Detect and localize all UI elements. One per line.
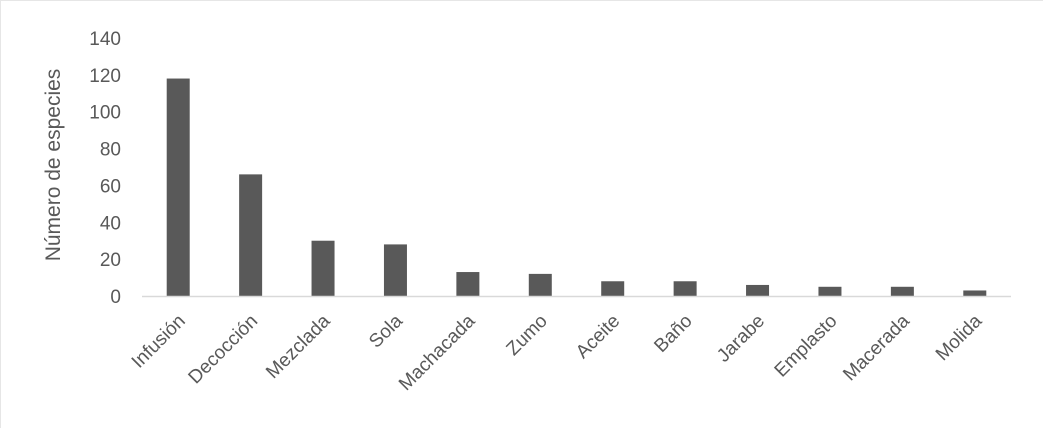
bar xyxy=(383,244,407,296)
x-category-label: Mezclada xyxy=(262,310,335,383)
y-tick-label: 100 xyxy=(89,103,121,124)
x-category-label: Zumo xyxy=(503,311,552,360)
bar xyxy=(166,78,190,297)
y-tick-label: 40 xyxy=(100,213,121,234)
bar xyxy=(890,286,914,296)
x-category-label: Macerada xyxy=(839,310,914,385)
x-category-label: Jarabe xyxy=(713,311,769,367)
x-category-label: Sola xyxy=(365,310,407,352)
y-tick-label: 140 xyxy=(89,29,121,50)
bar xyxy=(818,286,842,296)
y-tick-label: 20 xyxy=(100,250,121,271)
y-axis-title-group: Número de especies xyxy=(42,69,65,262)
bar xyxy=(746,284,770,296)
y-tick-label: 0 xyxy=(110,287,121,308)
y-tick-label: 80 xyxy=(100,140,121,161)
x-category-label: Machacada xyxy=(395,310,480,395)
bar xyxy=(311,240,335,296)
x-category-label: Decocción xyxy=(185,311,263,389)
x-category-label: Molida xyxy=(932,310,987,365)
bar xyxy=(963,290,987,296)
x-category-label: Aceite xyxy=(572,311,624,363)
bar xyxy=(239,174,263,296)
x-category-label: Emplasto xyxy=(771,311,842,382)
x-category-label: Infusión xyxy=(128,311,190,373)
bar xyxy=(673,281,697,296)
bars xyxy=(166,78,987,297)
bar xyxy=(528,273,552,296)
bar xyxy=(456,272,480,296)
y-tick-label: 60 xyxy=(100,176,121,197)
x-category-label: Baño xyxy=(650,311,696,357)
y-axis-ticks: 0 20 40 60 80 100 120 140 xyxy=(89,29,121,308)
bar xyxy=(601,281,625,296)
y-tick-label: 120 xyxy=(89,66,121,87)
y-axis-title: Número de especies xyxy=(42,69,65,262)
